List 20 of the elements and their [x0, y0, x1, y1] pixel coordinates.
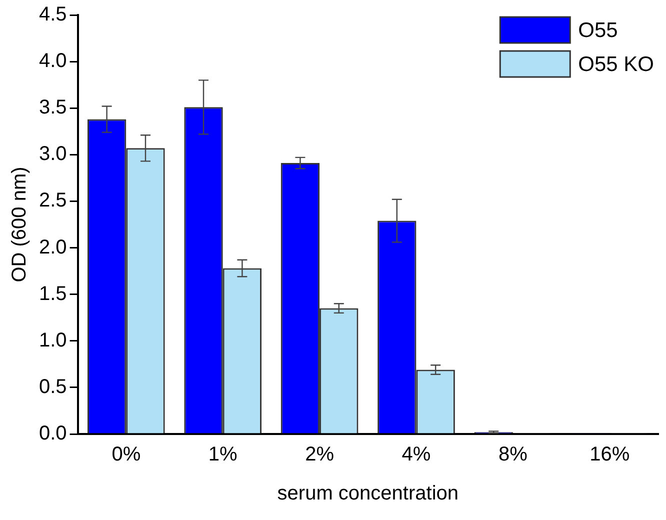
x-tick-label: 0% — [112, 444, 141, 466]
x-tick-label: 16% — [590, 444, 630, 466]
y-axis-title: OD (600 nm) — [8, 166, 31, 282]
y-tick-label: 3.5 — [38, 96, 67, 119]
legend-label: O55 — [578, 18, 618, 42]
legend-label: O55 KO — [578, 52, 654, 76]
y-tick-label: 3.0 — [38, 143, 67, 166]
y-tick-label: 1.5 — [38, 282, 67, 305]
y-tick-label: 2.0 — [38, 236, 67, 258]
y-tick-label: 4.0 — [38, 50, 67, 72]
x-axis-title: serum concentration — [277, 482, 459, 505]
y-tick-label: 4.5 — [38, 4, 67, 26]
y-tick-label: 0.0 — [38, 422, 67, 445]
y-tick-label: 0.5 — [38, 376, 67, 398]
y-tick-label: 1.0 — [38, 329, 67, 352]
x-tick-label: 1% — [208, 444, 238, 466]
y-tick-label: 2.5 — [38, 190, 67, 212]
x-tick-label: 2% — [305, 444, 334, 466]
x-tick-label: 4% — [402, 444, 431, 466]
x-tick-label: 8% — [498, 444, 528, 466]
